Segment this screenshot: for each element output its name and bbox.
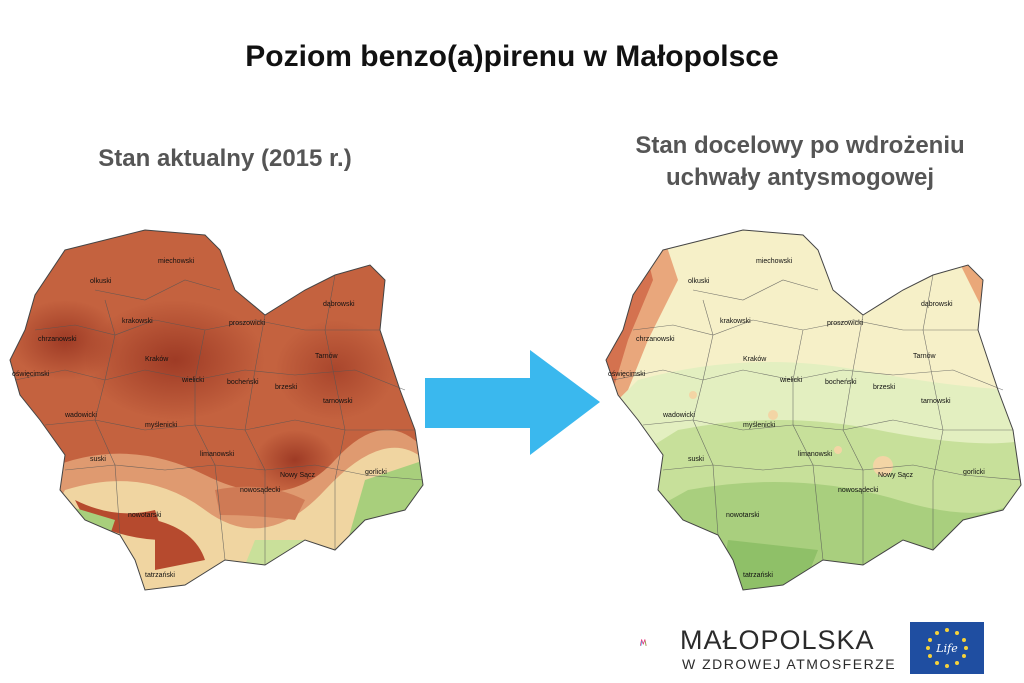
target-state-map: miechowski olkuski dąbrowski krakowski p… xyxy=(605,229,1022,591)
logo-name: MAŁOPOLSKA xyxy=(680,625,875,655)
county-label: gorlicki xyxy=(963,469,985,476)
county-label: proszowicki xyxy=(229,320,266,327)
county-label: dąbrowski xyxy=(921,301,953,308)
county-label: suski xyxy=(688,456,704,463)
county-label: gorlicki xyxy=(365,469,387,476)
county-label: oświęcimski xyxy=(12,371,50,378)
county-label: wielicki xyxy=(779,377,803,384)
county-label: bocheński xyxy=(227,379,259,386)
logo-tagline: W ZDROWEJ ATMOSFERZE xyxy=(682,656,897,672)
county-label: dąbrowski xyxy=(323,301,355,308)
county-label: krakowski xyxy=(720,318,751,325)
county-label: tarnowski xyxy=(323,398,353,405)
county-label: nowosądecki xyxy=(838,487,879,494)
county-label: olkuski xyxy=(90,278,112,285)
county-label: krakowski xyxy=(122,318,153,325)
county-label: chrzanowski xyxy=(636,336,675,343)
county-label: limanowski xyxy=(798,451,833,458)
malopolska-logo-icon xyxy=(640,639,647,646)
current-state-map: miechowski olkuski dąbrowski krakowski p… xyxy=(9,229,424,591)
county-label: tatrzański xyxy=(145,572,175,579)
county-label: proszowicki xyxy=(827,320,864,327)
county-label: Nowy Sącz xyxy=(878,472,914,479)
county-label: myślenicki xyxy=(743,422,776,429)
right-heading-line2: uchwały antysmogowej xyxy=(665,164,935,191)
county-label: Kraków xyxy=(743,356,767,363)
left-county-labels: miechowski olkuski dąbrowski krakowski p… xyxy=(12,258,387,579)
county-label: nowotarski xyxy=(128,512,162,519)
county-label: oświęcimski xyxy=(608,371,646,378)
left-map-heading: Stan aktualny (2015 r.) xyxy=(98,145,352,172)
county-label: Kraków xyxy=(145,356,169,363)
county-label: suski xyxy=(90,456,106,463)
county-label: brzeski xyxy=(275,384,298,391)
county-label: tarnowski xyxy=(921,398,951,405)
page-title: Poziom benzo(a)pirenu w Małopolsce xyxy=(245,40,779,73)
county-label: miechowski xyxy=(756,258,793,265)
county-label: nowosądecki xyxy=(240,487,281,494)
right-heading-line1: Stan docelowy po wdrożeniu xyxy=(635,132,965,159)
county-label: brzeski xyxy=(873,384,896,391)
arrow-right-icon xyxy=(425,350,600,455)
county-label: Tarnów xyxy=(913,353,937,360)
eu-life-flag-icon: Life xyxy=(910,622,984,674)
county-label: Nowy Sącz xyxy=(280,472,316,479)
right-map-heading: Stan docelowy po wdrożeniu uchwały antys… xyxy=(590,130,1010,194)
county-label: wadowicki xyxy=(662,412,695,419)
county-label: miechowski xyxy=(158,258,195,265)
right-county-labels: miechowski olkuski dąbrowski krakowski p… xyxy=(608,258,985,579)
county-label: tatrzański xyxy=(743,572,773,579)
county-label: bocheński xyxy=(825,379,857,386)
eu-life-label: Life xyxy=(935,642,958,655)
county-label: olkuski xyxy=(688,278,710,285)
county-label: wielicki xyxy=(181,377,205,384)
county-label: myślenicki xyxy=(145,422,178,429)
county-label: wadowicki xyxy=(64,412,97,419)
county-label: Tarnów xyxy=(315,353,339,360)
county-label: nowotarski xyxy=(726,512,760,519)
county-label: chrzanowski xyxy=(38,336,77,343)
county-label: limanowski xyxy=(200,451,235,458)
